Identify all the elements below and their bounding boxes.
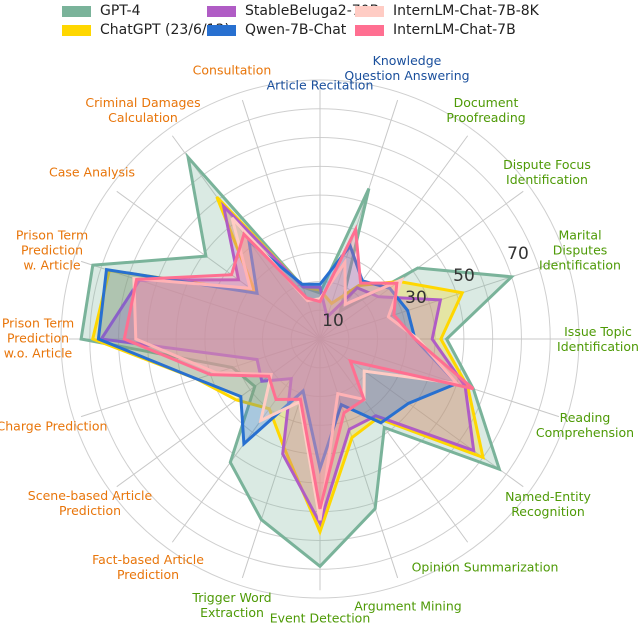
legend-label: ChatGPT (23/6/13) [100,22,230,38]
series-gpt-4 [79,152,516,569]
legend-swatch [355,24,384,36]
legend-item: GPT-4 [62,3,141,19]
axis-label: Charge Prediction [0,418,108,434]
grid-spoke [319,190,524,340]
axis-label: Fact-based Article Prediction [92,552,204,582]
legend-label: StableBeluga2-70B [245,3,380,19]
grid-spoke [80,260,321,340]
axis-label: Criminal Damages Calculation [85,95,201,125]
legend-swatch [62,24,91,36]
axis-label: Consultation [192,62,272,78]
legend-swatch [207,5,236,17]
radial-tick-10: 10 [322,311,344,331]
axis-label: Trigger Word Extraction [192,590,272,620]
series-internlm-chat-7b [122,224,475,510]
axis-label: Article Recitation [266,77,374,93]
grid-spoke [319,99,399,340]
grid-spoke [319,338,469,543]
grid-spoke [80,338,321,418]
legend-label: GPT-4 [100,3,141,19]
axis-label: Case Analysis [48,164,136,180]
axis-label: Event Detection [269,610,371,626]
grid-spoke [116,338,321,488]
legend-swatch [207,24,236,36]
grid-spoke [319,338,560,418]
radial-tick-30: 30 [405,288,427,308]
legend-item: InternLM-Chat-7B [355,22,516,38]
radial-tick-50: 50 [453,266,475,286]
grid-ring [60,79,580,599]
axis-label: Marital Disputes Identification [539,227,621,273]
legend-item: StableBeluga2-70B [207,3,379,19]
legend-item: InternLM-Chat-7B-8K [355,3,539,19]
radial-tick-70: 70 [507,244,529,264]
legend-item: ChatGPT (23/6/13) [62,22,230,38]
legend-label: InternLM-Chat-7B [393,22,516,38]
axis-label: Dispute Focus Identification [503,157,591,187]
axis-label: Issue Topic Identification [557,324,639,354]
legend-swatch [355,5,384,17]
grid-spoke [319,338,524,488]
legend-label: InternLM-Chat-7B-8K [393,3,539,19]
axis-label: Named-Entity Recognition [505,489,591,519]
grid-spoke [241,338,321,579]
axis-label: Prison Term Prediction w. Article [15,227,89,273]
legend-item: Qwen-7B-Chat [207,22,346,38]
axis-label: Document Proofreading [446,95,526,125]
legend-swatch [62,5,91,17]
axis-label: Argument Mining [354,598,462,614]
legend-label: Qwen-7B-Chat [245,22,347,38]
axis-label: Knowledge Question Answering [344,53,470,83]
grid-spoke [116,190,321,340]
axis-label: Opinion Summarization [411,559,559,575]
axis-label: Prison Term Prediction w.o. Article [1,315,75,361]
axis-label: Scene-based Article Prediction [27,488,153,518]
grid-spoke [319,338,399,579]
axis-label: Reading Comprehension [535,410,635,440]
